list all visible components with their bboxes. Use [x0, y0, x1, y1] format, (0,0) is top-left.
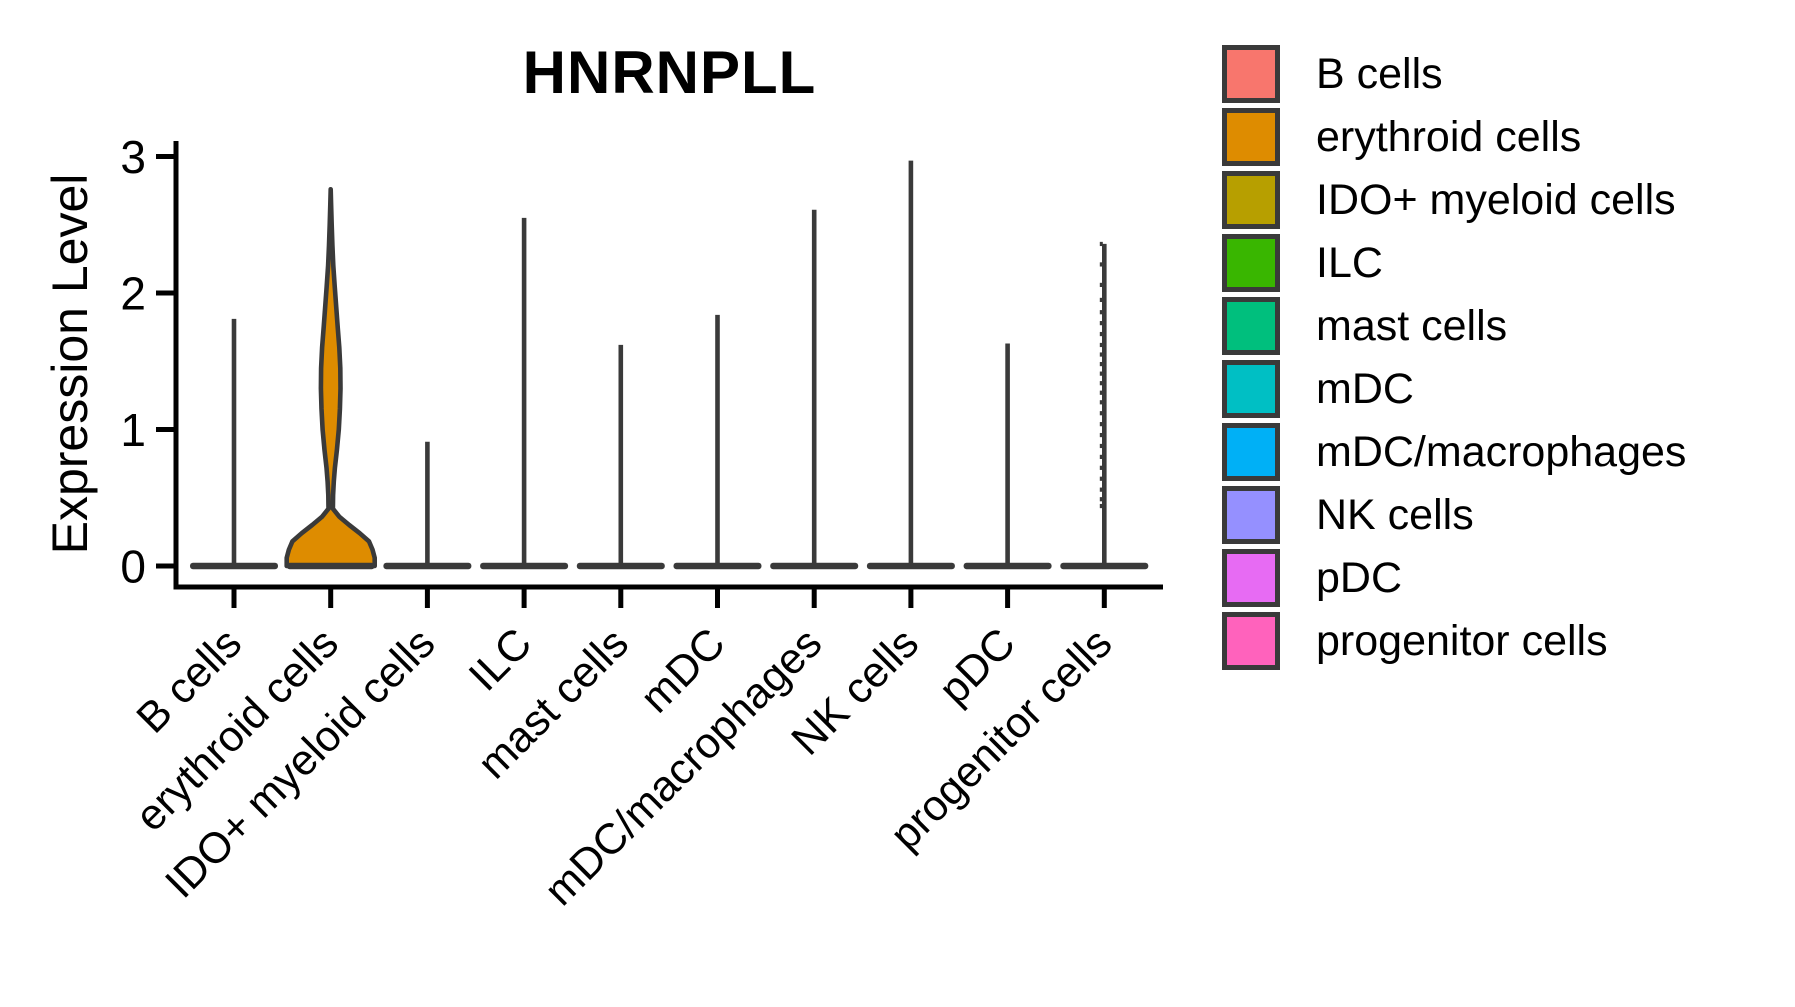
violin-b-cells — [190, 318, 278, 570]
violin-zero-bar — [866, 562, 955, 570]
legend-swatch-progenitor-cells — [1222, 612, 1280, 670]
jitter-point — [1099, 297, 1103, 303]
legend-item-ido-myeloid-cells: IDO+ myeloid cells — [1222, 171, 1686, 229]
jitter-point — [1099, 465, 1103, 470]
legend-item-mast-cells: mast cells — [1222, 297, 1686, 355]
violin-ilc — [480, 217, 569, 570]
jitter-point — [1099, 371, 1103, 376]
legend-swatch-mdc-macrophages — [1222, 423, 1280, 481]
jitter-point — [1099, 454, 1103, 459]
jitter-point — [1099, 487, 1103, 492]
legend-label-progenitor-cells: progenitor cells — [1316, 617, 1608, 665]
y-tick-label: 0 — [120, 541, 146, 593]
legend-item-progenitor-cells: progenitor cells — [1222, 612, 1686, 670]
legend-swatch-erythroid-cells — [1222, 108, 1280, 166]
jitter-point — [1099, 476, 1103, 481]
violin-mdc — [673, 314, 762, 570]
jitter-point — [1099, 381, 1103, 386]
jitter-point — [1099, 361, 1103, 367]
jitter-point — [1099, 497, 1103, 502]
jitter-point — [1099, 241, 1103, 247]
legend-label-ilc: ILC — [1316, 239, 1383, 287]
legend-item-ilc: ILC — [1222, 234, 1686, 292]
jitter-point — [1099, 443, 1103, 449]
legend-swatch-nk-cells — [1222, 486, 1280, 544]
legend-item-pdc: pDC — [1222, 549, 1686, 607]
violin-mdc-macrophages — [770, 209, 859, 570]
y-axis-title: Expression Level — [42, 173, 98, 555]
violin-mast-cells — [576, 344, 665, 570]
legend-swatch-pdc — [1222, 549, 1280, 607]
legend-label-pdc: pDC — [1316, 554, 1403, 602]
jitter-point — [1099, 331, 1103, 337]
y-tick-label: 2 — [120, 268, 146, 320]
legend-item-nk-cells: NK cells — [1222, 486, 1686, 544]
violin-zero-bar — [576, 562, 665, 570]
violin-zero-bar — [190, 562, 278, 570]
legend-swatch-ilc — [1222, 234, 1280, 292]
legend-label-erythroid-cells: erythroid cells — [1316, 113, 1582, 161]
violin-progenitor-cells — [1060, 241, 1149, 570]
jitter-point — [1099, 310, 1103, 315]
jitter-point — [1099, 282, 1103, 288]
jitter-point — [1099, 422, 1103, 427]
legend-item-mdc: mDC — [1222, 360, 1686, 418]
violin-zero-bar — [1060, 562, 1149, 570]
legend-label-mdc: mDC — [1316, 365, 1414, 413]
jitter-point — [1099, 432, 1103, 438]
legend-item-b-cells: B cells — [1222, 45, 1686, 103]
x-tick-label-ilc: ILC — [460, 619, 541, 700]
violin-zero-bar — [383, 562, 472, 570]
violin-erythroid-cells — [284, 187, 377, 570]
jitter-point — [1099, 262, 1103, 267]
jitter-point — [1099, 321, 1103, 326]
violin-zero-bar — [480, 562, 569, 570]
jitter-point — [1099, 400, 1103, 405]
violin-ido-myeloid-cells — [383, 441, 472, 570]
violin-zero-bar — [673, 562, 762, 570]
legend-item-mdc-macrophages: mDC/macrophages — [1222, 423, 1686, 481]
violin-zero-bar — [286, 562, 375, 570]
y-tick-label: 1 — [120, 404, 146, 456]
violin-zero-bar — [963, 562, 1052, 570]
jitter-point — [1099, 503, 1103, 509]
legend-swatch-mast-cells — [1222, 297, 1280, 355]
violin-zero-bar — [770, 562, 859, 570]
legend: B cells erythroid cells IDO+ myeloid cells… — [1222, 45, 1686, 675]
chart-title: HNRNPLL — [522, 39, 817, 106]
jitter-point — [1099, 342, 1103, 348]
violin-pdc — [963, 343, 1052, 570]
jitter-point — [1099, 411, 1103, 416]
legend-swatch-b-cells — [1222, 45, 1280, 103]
violin-shape — [284, 187, 377, 569]
jitter-point — [1099, 352, 1103, 357]
legend-label-nk-cells: NK cells — [1316, 491, 1474, 539]
y-tick-label: 3 — [120, 131, 146, 183]
legend-label-mast-cells: mast cells — [1316, 302, 1508, 350]
legend-label-b-cells: B cells — [1316, 50, 1443, 98]
legend-item-erythroid-cells: erythroid cells — [1222, 108, 1686, 166]
legend-label-mdc-macrophages: mDC/macrophages — [1316, 428, 1687, 476]
legend-swatch-mdc — [1222, 360, 1280, 418]
violin-nk-cells — [866, 160, 955, 570]
legend-label-ido-myeloid-cells: IDO+ myeloid cells — [1316, 176, 1676, 224]
jitter-point — [1099, 390, 1103, 395]
legend-swatch-ido-myeloid-cells — [1222, 171, 1280, 229]
